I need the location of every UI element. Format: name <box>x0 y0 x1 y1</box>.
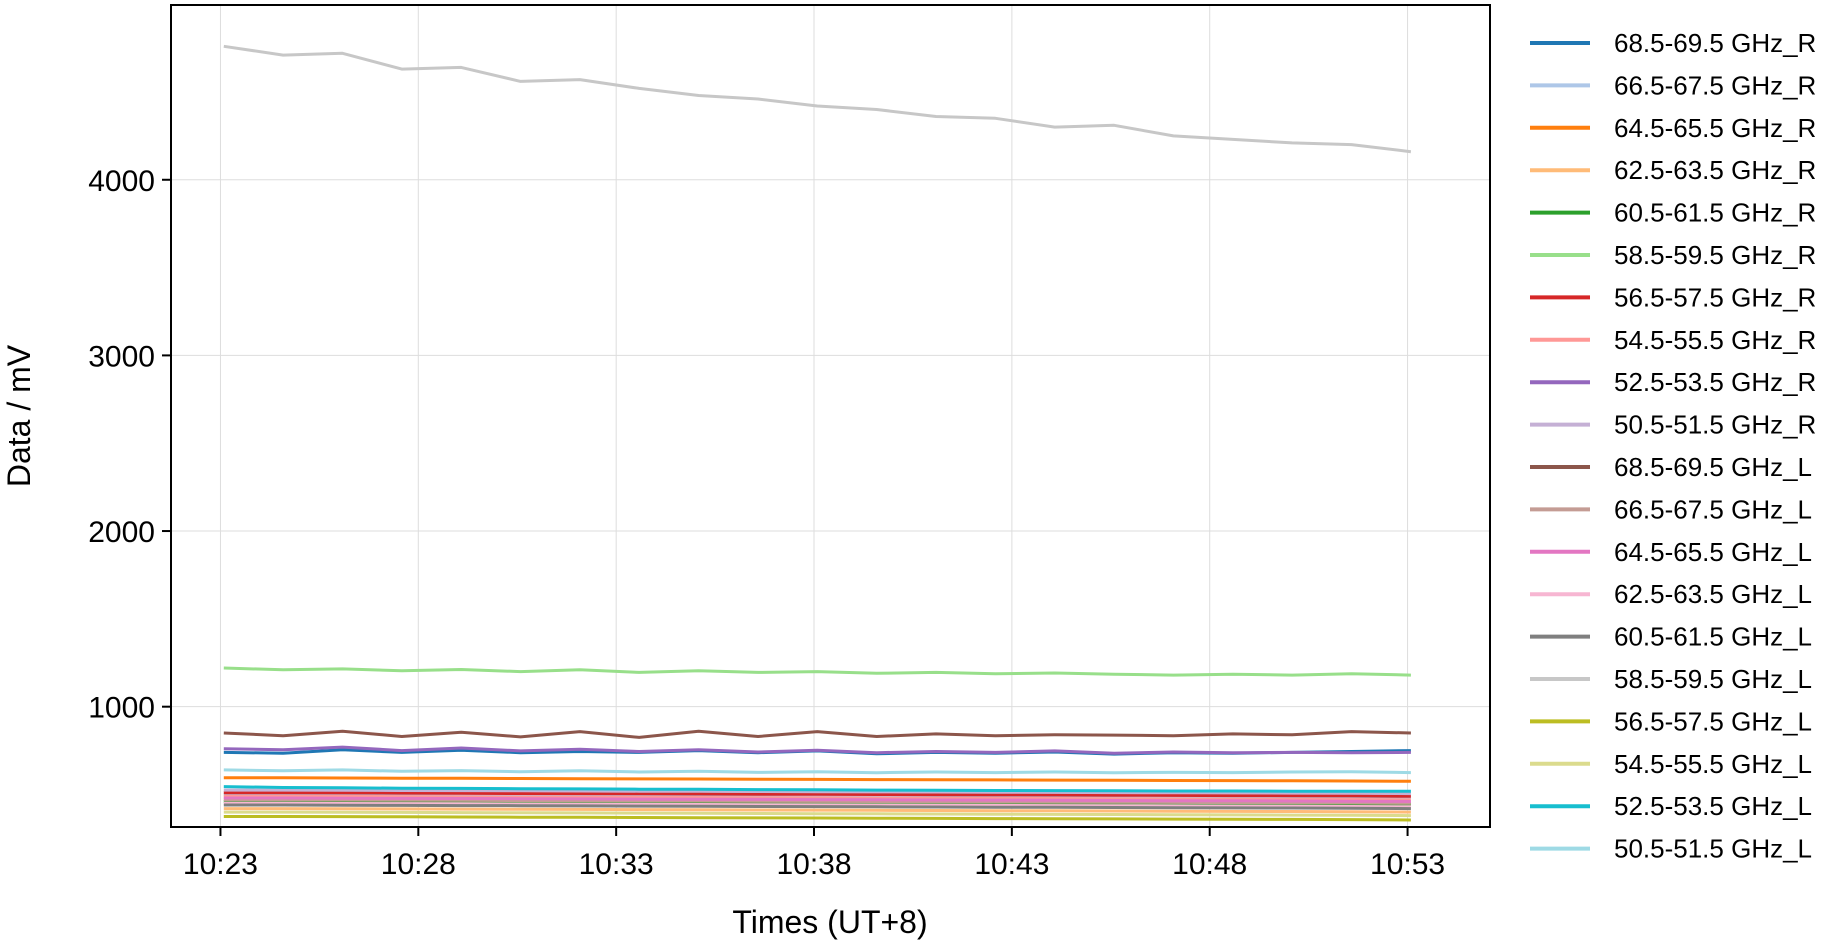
legend-label: 64.5-65.5 GHz_L <box>1614 537 1812 567</box>
legend-item: 50.5-51.5 GHz_R <box>1530 410 1816 440</box>
series-line-6 <box>223 666 1411 677</box>
legend-item: 56.5-57.5 GHz_R <box>1530 282 1816 312</box>
x-axis-label: Times (UT+8) <box>732 904 927 940</box>
legend-item: 58.5-59.5 GHz_R <box>1530 240 1816 270</box>
legend-label: 50.5-51.5 GHz_L <box>1614 834 1812 864</box>
x-tick-label: 10:28 <box>381 848 456 881</box>
legend-label: 56.5-57.5 GHz_R <box>1614 282 1816 312</box>
x-tick-label: 10:23 <box>183 848 258 881</box>
grid-lines <box>171 5 1490 827</box>
series-lines <box>223 44 1412 822</box>
legend-item: 62.5-63.5 GHz_R <box>1530 155 1816 185</box>
legend-item: 58.5-59.5 GHz_L <box>1530 664 1812 694</box>
legend-label: 50.5-51.5 GHz_R <box>1614 410 1816 440</box>
legend-item: 68.5-69.5 GHz_L <box>1530 452 1812 482</box>
legend-label: 66.5-67.5 GHz_R <box>1614 70 1816 100</box>
series-line-14 <box>223 801 1411 809</box>
y-axis: 1000 2000 3000 4000 <box>88 165 171 725</box>
legend-item: 60.5-61.5 GHz_L <box>1530 622 1812 652</box>
legend-item: 52.5-53.5 GHz_L <box>1530 791 1812 821</box>
series-line-7 <box>223 791 1411 798</box>
series-line-3 <box>223 776 1411 783</box>
legend-label: 62.5-63.5 GHz_R <box>1614 155 1816 185</box>
plot-frame <box>170 4 1491 828</box>
legend-label: 52.5-53.5 GHz_L <box>1614 791 1812 821</box>
legend-label: 68.5-69.5 GHz_L <box>1614 452 1812 482</box>
series-line-20 <box>223 768 1411 775</box>
legend-item: 66.5-67.5 GHz_L <box>1530 494 1812 524</box>
legend-label: 52.5-53.5 GHz_R <box>1614 367 1816 397</box>
series-line-4 <box>223 807 1411 814</box>
legend-label: 60.5-61.5 GHz_R <box>1614 198 1816 228</box>
legend-item: 52.5-53.5 GHz_R <box>1530 367 1816 397</box>
legend-item: 54.5-55.5 GHz_L <box>1530 749 1812 779</box>
x-tick-label: 10:53 <box>1370 848 1445 881</box>
legend-item: 50.5-51.5 GHz_L <box>1530 834 1812 864</box>
legend: 68.5-69.5 GHz_R 66.5-67.5 GHz_R 64.5-65.5 … <box>1530 28 1816 864</box>
legend-label: 54.5-55.5 GHz_L <box>1614 749 1812 779</box>
y-tick-label: 4000 <box>88 165 155 198</box>
series-line-8 <box>223 794 1411 802</box>
legend-label: 66.5-67.5 GHz_L <box>1614 494 1812 524</box>
series-line-13 <box>223 796 1411 803</box>
legend-item: 68.5-69.5 GHz_R <box>1530 28 1816 58</box>
legend-item: 54.5-55.5 GHz_R <box>1530 325 1816 355</box>
series-line-11 <box>223 729 1411 739</box>
series-line-17 <box>223 815 1411 822</box>
legend-label: 58.5-59.5 GHz_R <box>1614 240 1816 270</box>
legend-item: 56.5-57.5 GHz_L <box>1530 706 1812 736</box>
legend-item: 62.5-63.5 GHz_L <box>1530 579 1812 609</box>
x-tick-label: 10:38 <box>776 848 851 881</box>
legend-label: 60.5-61.5 GHz_L <box>1614 622 1812 652</box>
legend-item: 66.5-67.5 GHz_R <box>1530 70 1816 100</box>
x-tick-label: 10:33 <box>579 848 654 881</box>
y-tick-label: 2000 <box>88 516 155 549</box>
x-tick-label: 10:48 <box>1172 848 1247 881</box>
legend-item: 64.5-65.5 GHz_L <box>1530 537 1812 567</box>
legend-label: 54.5-55.5 GHz_R <box>1614 325 1816 355</box>
series-line-19 <box>223 785 1411 793</box>
legend-label: 62.5-63.5 GHz_L <box>1614 579 1812 609</box>
series-line-9 <box>223 745 1411 755</box>
legend-label: 56.5-57.5 GHz_L <box>1614 706 1812 736</box>
y-axis-label: Data / mV <box>1 344 37 487</box>
legend-item: 60.5-61.5 GHz_R <box>1530 198 1816 228</box>
legend-item: 64.5-65.5 GHz_R <box>1530 113 1816 143</box>
series-line-16 <box>223 44 1412 154</box>
legend-label: 64.5-65.5 GHz_R <box>1614 113 1816 143</box>
y-tick-label: 3000 <box>88 340 155 373</box>
y-tick-label: 1000 <box>88 692 155 725</box>
x-axis: 10:23 10:28 10:33 10:38 10:43 10:48 10:53 <box>183 827 1445 881</box>
legend-label: 68.5-69.5 GHz_R <box>1614 28 1816 58</box>
legend-label: 58.5-59.5 GHz_L <box>1614 664 1812 694</box>
series-line-15 <box>223 803 1411 811</box>
series-line-12 <box>223 798 1411 805</box>
x-tick-label: 10:43 <box>974 848 1049 881</box>
series-line-18 <box>223 810 1411 818</box>
series-line-10 <box>223 788 1411 796</box>
